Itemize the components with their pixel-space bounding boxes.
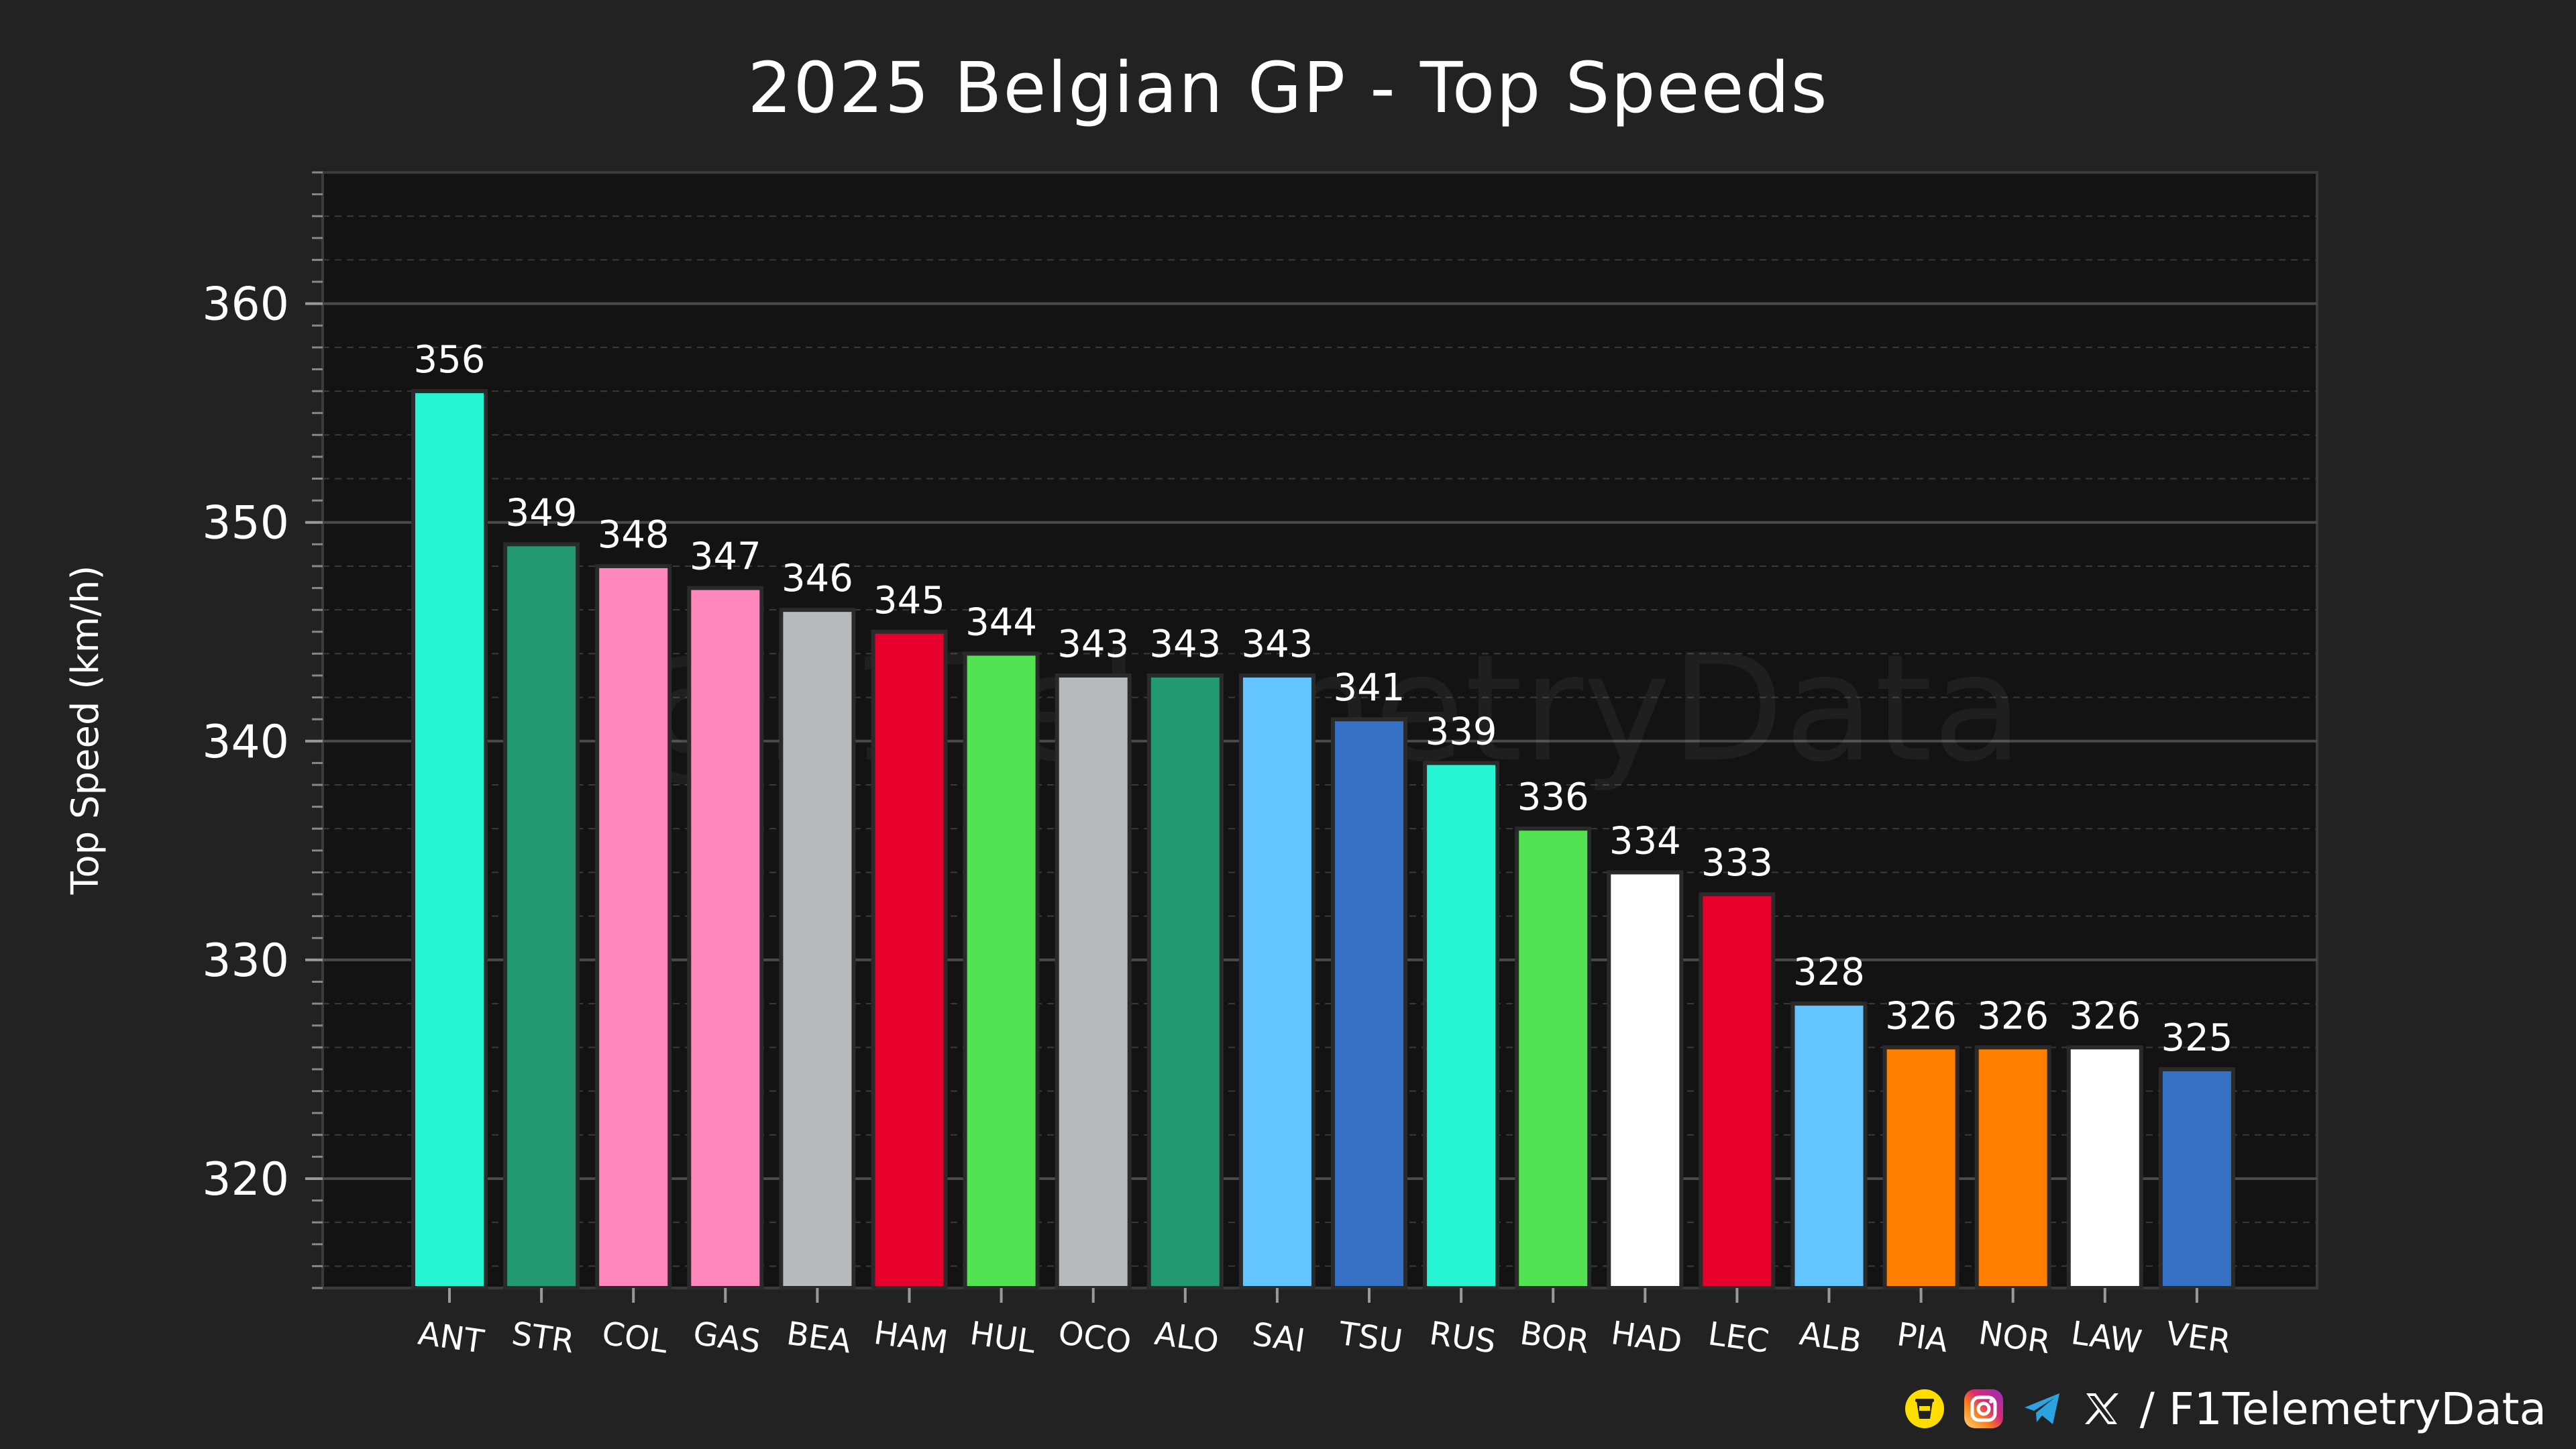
y-tick-label: 350 (202, 497, 289, 550)
y-tick-label: 340 (202, 716, 289, 769)
x-axis: ANT STR COL GAS BEA HAM HUL OCO ALO SAI TSU RUS BOR H… (416, 1288, 2233, 1362)
bar (963, 651, 1040, 1290)
bar-value-label: 343 (1057, 623, 1129, 666)
handle-text[interactable]: / F1TelemetryData (2139, 1383, 2546, 1435)
bar (687, 586, 764, 1290)
bar-value-label: 356 (414, 338, 486, 382)
instagram-icon[interactable] (1963, 1388, 2004, 1430)
bar-value-label: 326 (1885, 994, 1957, 1038)
bar (2158, 1067, 2235, 1290)
bar-value-label: 336 (1517, 775, 1589, 819)
bar (1331, 717, 1407, 1290)
bar-value-label: 345 (873, 579, 945, 623)
bar (1238, 673, 1316, 1290)
bar (503, 542, 580, 1290)
bar-value-label: 344 (965, 600, 1037, 644)
bar (1974, 1045, 2051, 1290)
x-tick-label: ANT (416, 1315, 487, 1361)
bar-value-label: 347 (690, 535, 761, 579)
x-tick-label: GAS (691, 1314, 763, 1360)
bar (411, 389, 488, 1290)
y-axis-label: Top Speed (km/h) (64, 566, 107, 896)
bar (595, 564, 672, 1290)
coffee-icon[interactable] (1904, 1388, 1945, 1430)
bar (871, 629, 948, 1290)
x-tick-label: SAI (1250, 1316, 1307, 1360)
bar-value-label: 343 (1149, 623, 1221, 666)
bar-value-label: 333 (1701, 841, 1773, 885)
bar (1882, 1045, 1960, 1290)
x-tick-label: BEA (784, 1315, 853, 1361)
y-axis: 320 330 340 350 360 (202, 171, 323, 1289)
bar-value-label: 326 (2069, 994, 2141, 1038)
x-tick-label: HAD (1609, 1314, 1684, 1361)
x-tick-label: HUL (967, 1315, 1038, 1361)
bar-value-label: 328 (1793, 951, 1865, 994)
social-footer: / F1TelemetryData (1904, 1382, 2546, 1436)
y-tick-label: 330 (202, 934, 289, 987)
bar-value-label: 341 (1334, 666, 1405, 710)
bar (1699, 892, 1776, 1290)
bar-value-label: 325 (2161, 1016, 2233, 1060)
x-tick-label: LEC (1706, 1315, 1772, 1360)
bar-value-label: 349 (506, 491, 578, 535)
bar (1515, 826, 1592, 1291)
x-tick-label: ALB (1797, 1315, 1864, 1360)
x-tick-label: VER (2163, 1315, 2233, 1361)
bar (1607, 870, 1684, 1290)
x-tick-label: STR (509, 1315, 576, 1360)
x-tick-label: TSU (1336, 1315, 1405, 1361)
bar (1055, 673, 1132, 1290)
x-tick-label: LAW (2069, 1314, 2144, 1361)
x-tick-label: PIA (1894, 1316, 1950, 1360)
value-labels: 356 349 348 347 346 345 344 343 343 343 341 339 336 3… (414, 338, 2233, 1060)
bar (779, 608, 856, 1290)
x-tick-label: ALO (1152, 1315, 1222, 1361)
x-tick-label: NOR (1976, 1314, 2053, 1361)
bar-value-label: 346 (782, 557, 853, 600)
x-tick-label: HAM (871, 1314, 950, 1362)
bar-value-label: 343 (1241, 623, 1313, 666)
x-tick-label: COL (600, 1315, 670, 1361)
bar (1790, 1002, 1868, 1290)
bar (1146, 673, 1224, 1290)
bar-value-label: 348 (598, 513, 669, 557)
y-tick-label: 360 (202, 278, 289, 331)
bar-value-label: 326 (1977, 994, 2049, 1038)
chart-title: 2025 Belgian GP - Top Speeds (747, 47, 1829, 129)
x-tick-label: BOR (1517, 1314, 1591, 1361)
x-icon[interactable] (2081, 1388, 2123, 1430)
x-tick-label: RUS (1427, 1315, 1498, 1361)
bar-value-label: 334 (1609, 819, 1681, 863)
bars (411, 389, 2235, 1291)
y-tick-label: 320 (202, 1153, 289, 1206)
bar (1423, 761, 1500, 1290)
telegram-icon[interactable] (2022, 1388, 2063, 1430)
bar-value-label: 339 (1426, 710, 1497, 753)
x-tick-label: OCO (1056, 1314, 1134, 1362)
bar (2066, 1045, 2143, 1290)
